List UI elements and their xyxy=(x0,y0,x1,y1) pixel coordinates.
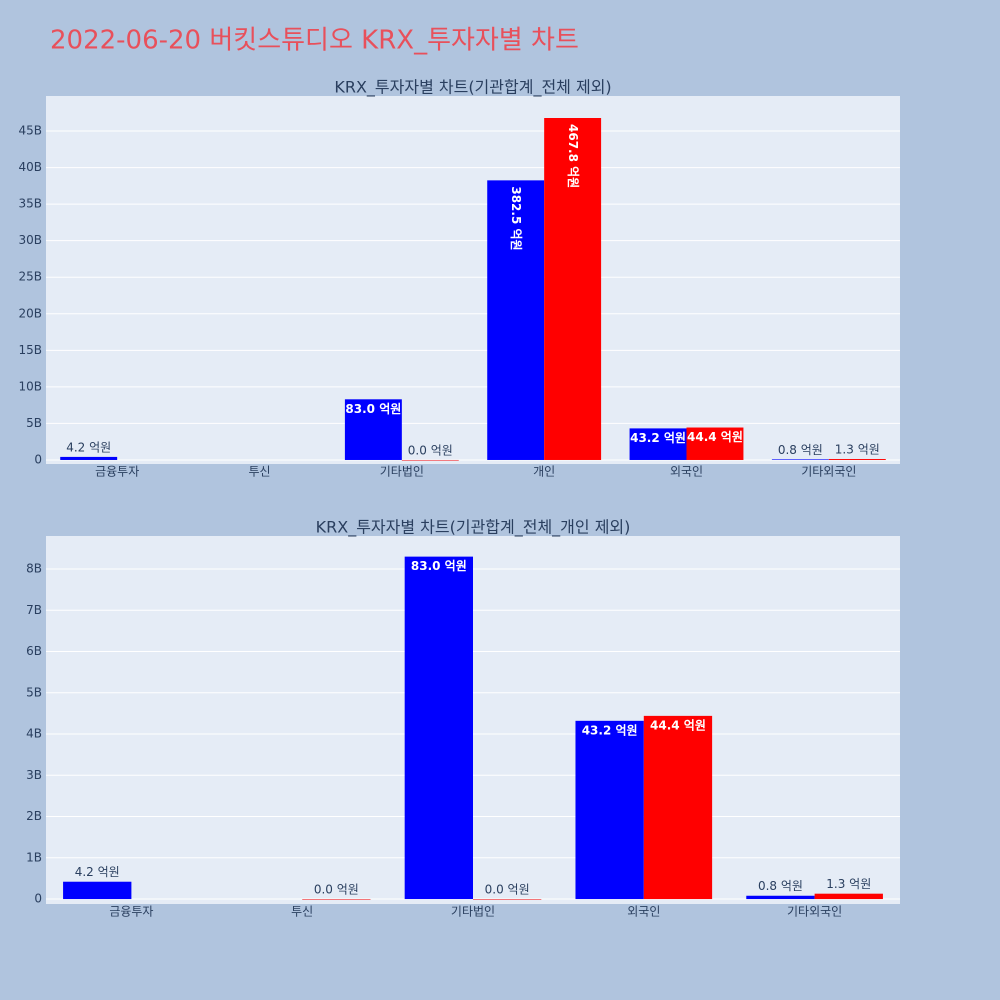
x-tick-label: 기타외국인 xyxy=(787,905,842,919)
value-label: 0.8 억원 xyxy=(758,879,803,893)
y-tick-label: 6B xyxy=(26,644,42,658)
value-label: 1.3 억원 xyxy=(826,877,871,891)
value-label: 0.8 억원 xyxy=(778,443,823,457)
y-tick-label: 20B xyxy=(18,306,42,320)
y-tick-label: 2B xyxy=(26,809,42,823)
bar xyxy=(473,899,542,900)
x-tick-label: 금융투자 xyxy=(109,905,153,919)
y-tick-label: 1B xyxy=(26,850,42,864)
x-tick-label: 외국인 xyxy=(670,465,703,479)
bar xyxy=(643,715,713,900)
value-label: 43.2 억원 xyxy=(630,431,686,445)
y-tick-label: 8B xyxy=(26,562,42,576)
value-label: 44.4 억원 xyxy=(650,718,706,732)
value-label: 83.0 억원 xyxy=(411,559,467,573)
bar xyxy=(746,895,815,900)
bar xyxy=(401,459,459,461)
y-tick-label: 7B xyxy=(26,603,42,617)
bar xyxy=(60,456,118,460)
plot-area xyxy=(46,96,900,464)
x-tick-label: 개인 xyxy=(533,465,555,479)
bar xyxy=(828,459,886,460)
y-tick-label: 10B xyxy=(18,379,42,393)
value-label: 382.5 억원 xyxy=(509,186,523,250)
chart-title: KRX_투자자별 차트(기관합계_전체_개인 제외) xyxy=(316,518,631,538)
x-tick-label: 기타법인 xyxy=(380,465,424,479)
y-tick-label: 30B xyxy=(18,233,42,247)
y-tick-label: 5B xyxy=(26,416,42,430)
bar xyxy=(575,720,644,900)
value-label: 43.2 억원 xyxy=(582,723,638,737)
y-tick-label: 0 xyxy=(34,452,42,466)
value-label: 83.0 억원 xyxy=(345,402,401,416)
value-label: 0.0 억원 xyxy=(314,883,359,897)
y-tick-label: 40B xyxy=(18,160,42,174)
y-tick-label: 3B xyxy=(26,768,42,782)
y-tick-label: 5B xyxy=(26,685,42,699)
x-tick-label: 외국인 xyxy=(627,905,660,919)
bar xyxy=(544,118,602,460)
x-tick-label: 금융투자 xyxy=(95,465,139,479)
x-tick-label: 기타법인 xyxy=(451,905,495,919)
y-tick-label: 35B xyxy=(18,197,42,211)
y-tick-label: 45B xyxy=(18,124,42,138)
bar xyxy=(63,881,132,900)
y-tick-label: 4B xyxy=(26,727,42,741)
bar xyxy=(487,180,545,460)
bar xyxy=(404,556,473,900)
bar xyxy=(686,427,744,460)
value-label: 0.0 억원 xyxy=(485,883,530,897)
x-tick-label: 기타외국인 xyxy=(801,465,856,479)
x-tick-label: 투신 xyxy=(248,465,270,479)
bar xyxy=(629,428,687,460)
y-tick-label: 0 xyxy=(34,892,42,906)
y-tick-label: 15B xyxy=(18,343,42,357)
value-label: 4.2 억원 xyxy=(75,865,120,879)
chart-title: KRX_투자자별 차트(기관합계_전체 제외) xyxy=(334,78,611,98)
page-title: 2022-06-20 버킷스튜디오 KRX_투자자별 차트 xyxy=(50,26,579,56)
value-label: 467.8 억원 xyxy=(566,124,580,188)
bar xyxy=(771,459,829,460)
value-label: 44.4 억원 xyxy=(687,430,743,444)
value-label: 1.3 억원 xyxy=(835,443,880,457)
value-label: 0.0 억원 xyxy=(408,443,453,457)
bar xyxy=(344,399,402,460)
bar xyxy=(814,893,883,900)
value-label: 4.2 억원 xyxy=(66,440,111,454)
y-tick-label: 25B xyxy=(18,270,42,284)
bar xyxy=(302,899,371,900)
x-tick-label: 투신 xyxy=(291,905,313,919)
